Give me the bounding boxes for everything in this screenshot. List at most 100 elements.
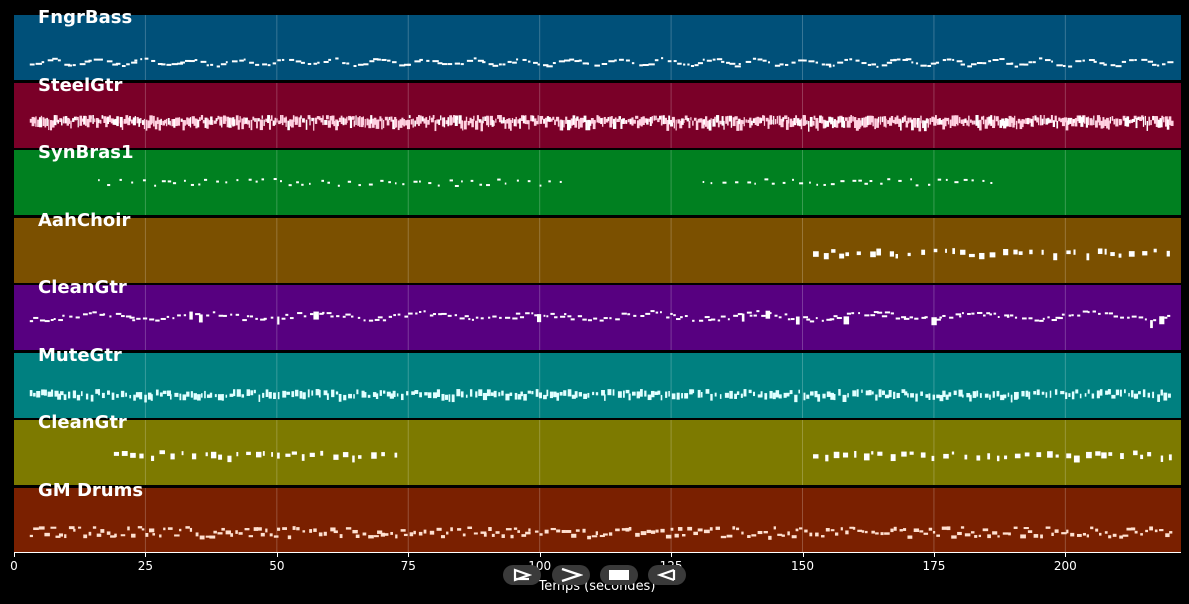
note bbox=[794, 394, 798, 402]
note bbox=[1009, 314, 1014, 317]
note bbox=[748, 389, 752, 393]
note bbox=[175, 117, 178, 126]
note bbox=[1024, 452, 1030, 457]
note bbox=[487, 116, 490, 127]
note bbox=[313, 119, 315, 131]
note bbox=[633, 119, 636, 124]
note bbox=[248, 534, 254, 537]
note bbox=[848, 116, 851, 128]
note bbox=[226, 116, 230, 127]
note bbox=[1036, 116, 1039, 122]
note bbox=[1161, 115, 1164, 119]
note bbox=[404, 315, 409, 318]
note bbox=[1091, 392, 1095, 399]
note bbox=[183, 314, 187, 317]
rewind-button[interactable] bbox=[648, 565, 686, 585]
note bbox=[1098, 116, 1101, 125]
note bbox=[225, 394, 228, 398]
note bbox=[72, 389, 77, 398]
track-label: FngrBass bbox=[38, 7, 133, 28]
note bbox=[1075, 388, 1079, 393]
note bbox=[250, 119, 253, 130]
note bbox=[589, 119, 592, 126]
note bbox=[567, 315, 572, 318]
note bbox=[1004, 455, 1008, 460]
note bbox=[546, 115, 550, 122]
note bbox=[281, 114, 284, 125]
note bbox=[1165, 532, 1170, 537]
note bbox=[235, 529, 238, 534]
note bbox=[1139, 116, 1143, 121]
note bbox=[695, 120, 699, 130]
note bbox=[632, 391, 636, 396]
note bbox=[50, 389, 54, 397]
note bbox=[952, 58, 955, 61]
note bbox=[77, 119, 79, 127]
note bbox=[342, 62, 346, 65]
note bbox=[1008, 531, 1011, 535]
note bbox=[1164, 316, 1168, 319]
note bbox=[212, 311, 216, 314]
note bbox=[1067, 117, 1070, 125]
note bbox=[737, 313, 743, 316]
note bbox=[92, 114, 94, 124]
note bbox=[666, 316, 670, 319]
note bbox=[833, 393, 836, 400]
note bbox=[253, 389, 256, 393]
note bbox=[1153, 248, 1157, 252]
note bbox=[896, 58, 901, 61]
note bbox=[98, 388, 100, 395]
note bbox=[370, 114, 373, 124]
note bbox=[555, 116, 560, 121]
note bbox=[814, 390, 818, 397]
note bbox=[528, 60, 531, 63]
track-label: SteelGtr bbox=[38, 74, 123, 96]
note bbox=[574, 60, 580, 63]
note bbox=[130, 452, 136, 458]
note bbox=[225, 529, 231, 534]
note bbox=[88, 531, 92, 536]
note bbox=[880, 182, 883, 185]
note bbox=[873, 311, 879, 314]
note bbox=[954, 181, 959, 184]
note bbox=[401, 117, 404, 125]
note bbox=[287, 120, 290, 130]
note bbox=[408, 114, 411, 118]
note bbox=[525, 312, 530, 315]
note bbox=[394, 116, 397, 128]
note bbox=[836, 317, 842, 320]
note bbox=[746, 311, 752, 314]
fast-forward-button[interactable] bbox=[552, 565, 590, 585]
note bbox=[305, 119, 308, 130]
note bbox=[773, 115, 775, 125]
note bbox=[964, 454, 968, 460]
note bbox=[291, 451, 297, 455]
note bbox=[1003, 120, 1007, 128]
note bbox=[538, 391, 542, 398]
note bbox=[307, 114, 311, 119]
note bbox=[475, 390, 478, 398]
note bbox=[517, 529, 521, 533]
play-button[interactable] bbox=[503, 565, 541, 585]
note bbox=[785, 119, 789, 130]
note bbox=[846, 120, 850, 128]
note bbox=[1168, 115, 1172, 125]
note bbox=[412, 118, 414, 128]
note bbox=[130, 119, 134, 124]
note bbox=[483, 532, 487, 537]
note bbox=[405, 119, 408, 125]
stop-button[interactable] bbox=[600, 565, 638, 585]
note bbox=[942, 59, 947, 62]
note bbox=[1154, 529, 1158, 532]
note bbox=[500, 119, 503, 124]
note bbox=[622, 390, 625, 398]
note bbox=[388, 315, 393, 318]
note bbox=[407, 63, 412, 66]
note bbox=[1113, 315, 1118, 318]
note bbox=[328, 58, 332, 61]
note bbox=[660, 115, 663, 126]
note bbox=[493, 120, 495, 126]
note bbox=[406, 390, 409, 395]
note bbox=[833, 118, 837, 127]
note bbox=[1047, 316, 1050, 319]
